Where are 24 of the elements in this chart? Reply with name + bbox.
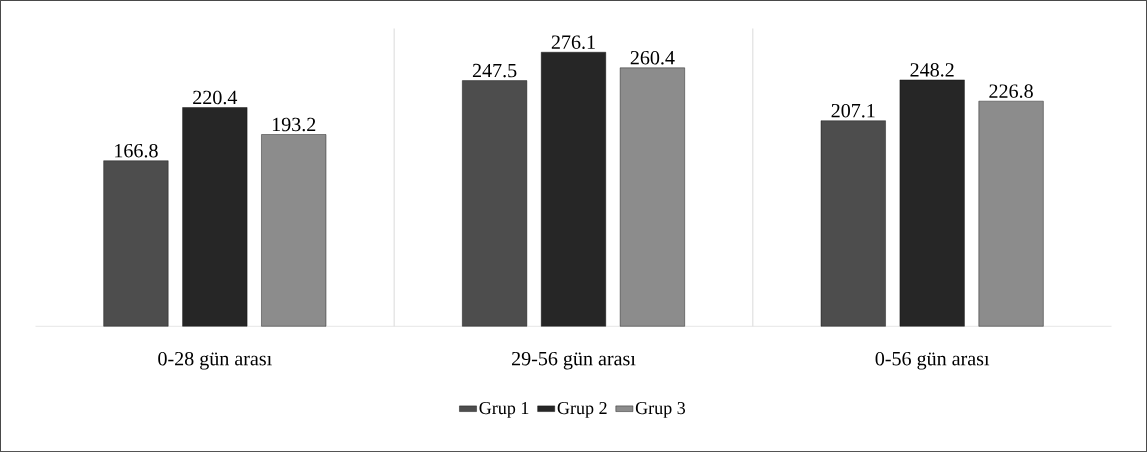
legend-label: Grup 1 [479,401,529,418]
x-tick-label: 0-28 gün arası [158,351,272,370]
data-label: 276.1 [551,35,595,49]
bar [619,67,685,327]
data-label: 207.1 [831,103,875,118]
x-tick-label: 0-56 gün arası [875,351,990,370]
bar [978,100,1044,327]
legend-label: Grup 2 [557,401,607,418]
bar [261,134,327,327]
bar [182,107,248,327]
data-label: 220.4 [193,90,238,105]
bar [103,160,169,327]
data-label: 193.2 [272,117,316,132]
bar [899,79,965,327]
bar [820,120,886,327]
bar [541,51,606,327]
data-label: 260.4 [630,50,675,65]
data-label: 247.5 [472,63,517,78]
data-label: 248.2 [910,63,954,77]
x-tick-label: 29-56 gün arası [512,351,636,370]
data-label: 226.8 [989,84,1033,98]
data-label: 166.8 [115,143,158,158]
legend-label: Grup 3 [635,401,686,418]
bar [462,80,528,327]
